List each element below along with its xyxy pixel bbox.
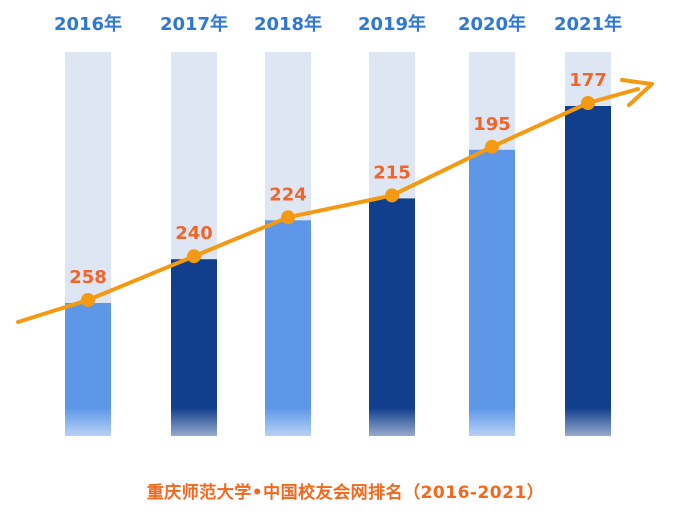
bars [65, 106, 611, 436]
trend-point-4 [385, 188, 399, 203]
category-label-2: 2017年 [160, 13, 228, 35]
category-label-5: 2020年 [458, 13, 526, 35]
bar-3 [265, 220, 311, 436]
category-label-6: 2021年 [554, 13, 622, 35]
bar-6 [565, 106, 611, 436]
trend-point-1 [81, 293, 95, 307]
trend-line [16, 87, 640, 324]
trend-point-5 [485, 139, 499, 154]
category-label-3: 2018年 [254, 13, 322, 35]
value-label-5: 195 [473, 114, 511, 135]
value-label-2: 240 [175, 223, 213, 244]
category-label-1: 2016年 [54, 13, 122, 35]
bar-4 [369, 198, 415, 436]
trend-point-3 [281, 210, 295, 225]
bar-5 [469, 149, 515, 436]
value-label-1: 258 [69, 267, 107, 288]
value-label-4: 215 [373, 162, 411, 183]
bottom-fade [0, 408, 691, 458]
value-label-6: 177 [569, 70, 607, 91]
trend-arrow-head [620, 78, 654, 107]
trend-point-2 [187, 249, 201, 264]
value-label-3: 224 [269, 184, 307, 205]
bar-2 [171, 259, 217, 436]
category-label-4: 2019年 [358, 13, 426, 35]
trend-line-group [16, 78, 654, 324]
value-labels: 258 240 224 215 195 177 [69, 70, 607, 288]
bar-tracks [65, 52, 611, 436]
chart-caption: 重庆师范大学•中国校友会网排名（2016-2021） [146, 483, 545, 503]
category-labels: 2016年 2017年 2018年 2019年 2020年 2021年 [54, 13, 622, 35]
trend-point-6 [581, 96, 595, 110]
